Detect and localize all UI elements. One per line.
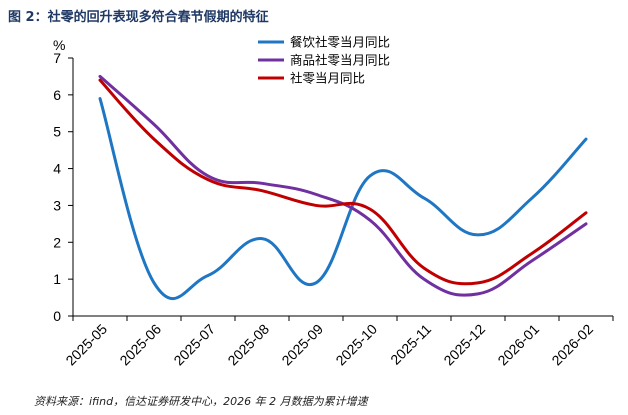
series-line-3 bbox=[98, 78, 588, 286]
series-line-1 bbox=[98, 97, 588, 300]
legend-label-2: 商品社零当月同比 bbox=[290, 53, 390, 68]
x-tick-label: 2025-07 bbox=[170, 321, 218, 369]
x-tick-label: 2025-09 bbox=[278, 321, 326, 369]
y-tick-label: 1 bbox=[53, 271, 61, 287]
legend-label-1: 餐饮社零当月同比 bbox=[290, 35, 390, 50]
x-tick-label: 2025-06 bbox=[116, 321, 164, 369]
y-axis-unit-label: % bbox=[53, 37, 65, 53]
y-tick-label: 6 bbox=[53, 87, 61, 103]
source-footnote: 资料来源：ifind，信达证券研发中心，2026 年 2 月数据为累计增速 bbox=[34, 395, 368, 408]
x-tick-label: 2026-02 bbox=[548, 321, 596, 369]
series-line-2 bbox=[98, 74, 588, 297]
x-tick-label: 2025-10 bbox=[332, 321, 380, 369]
y-tick-label: 4 bbox=[53, 161, 61, 177]
legend-label-3: 社零当月同比 bbox=[290, 71, 365, 86]
y-tick-label: 0 bbox=[53, 308, 61, 324]
x-tick-label: 2026-01 bbox=[494, 321, 542, 369]
series-layer bbox=[98, 74, 588, 300]
y-tick-label: 2 bbox=[53, 234, 61, 250]
y-tick-label: 3 bbox=[53, 197, 61, 213]
x-tick-label: 2025-08 bbox=[224, 321, 272, 369]
x-tick-label: 2025-12 bbox=[440, 321, 488, 369]
y-tick-label: 5 bbox=[53, 124, 61, 140]
y-tick-label: 7 bbox=[53, 50, 61, 66]
x-tick-label: 2025-05 bbox=[62, 321, 110, 369]
chart-title: 图 2：社零的回升表现多符合春节假期的特征 bbox=[8, 10, 269, 25]
x-tick-label: 2025-11 bbox=[387, 321, 434, 368]
